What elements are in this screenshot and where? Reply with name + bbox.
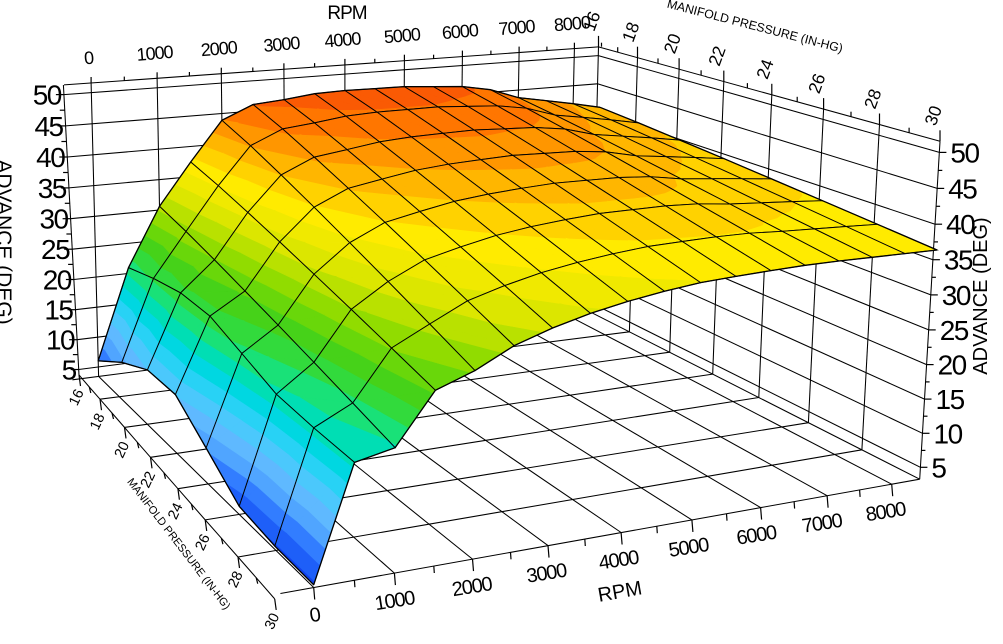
- svg-text:30: 30: [39, 204, 68, 235]
- svg-text:40: 40: [946, 209, 975, 240]
- svg-text:20: 20: [938, 350, 967, 381]
- svg-text:25: 25: [41, 234, 70, 265]
- svg-text:35: 35: [944, 245, 973, 276]
- svg-text:2000: 2000: [200, 37, 239, 60]
- svg-text:10: 10: [46, 325, 75, 356]
- svg-text:5: 5: [62, 355, 77, 386]
- svg-text:6000: 6000: [441, 20, 480, 43]
- svg-text:45: 45: [948, 173, 977, 204]
- svg-text:45: 45: [34, 111, 63, 142]
- svg-text:24: 24: [165, 501, 186, 522]
- svg-text:15: 15: [936, 384, 965, 415]
- svg-text:0: 0: [83, 48, 95, 69]
- svg-text:8000: 8000: [553, 12, 592, 35]
- svg-text:7000: 7000: [498, 16, 537, 39]
- svg-text:16: 16: [66, 387, 87, 408]
- svg-text:28: 28: [225, 569, 246, 590]
- svg-text:ADVANCE (DEG): ADVANCE (DEG): [0, 159, 15, 324]
- svg-text:4000: 4000: [324, 28, 363, 51]
- svg-text:20: 20: [43, 265, 72, 296]
- svg-text:1000: 1000: [136, 42, 175, 65]
- svg-text:5: 5: [931, 452, 946, 483]
- svg-text:5000: 5000: [383, 24, 422, 47]
- svg-text:15: 15: [44, 295, 73, 326]
- svg-text:RPM: RPM: [327, 3, 366, 24]
- svg-text:18: 18: [87, 411, 108, 432]
- svg-text:30: 30: [262, 611, 283, 632]
- svg-text:3000: 3000: [263, 33, 302, 56]
- svg-text:50: 50: [950, 137, 979, 168]
- svg-text:20: 20: [112, 439, 133, 460]
- svg-text:ADVANCE (DEG): ADVANCE (DEG): [970, 217, 992, 374]
- svg-text:10: 10: [934, 418, 963, 449]
- svg-text:40: 40: [36, 142, 65, 173]
- svg-text:22: 22: [138, 469, 159, 490]
- svg-text:25: 25: [940, 315, 969, 346]
- svg-text:50: 50: [33, 80, 62, 111]
- svg-text:26: 26: [193, 532, 214, 553]
- svg-text:35: 35: [38, 173, 67, 204]
- svg-text:30: 30: [942, 280, 971, 311]
